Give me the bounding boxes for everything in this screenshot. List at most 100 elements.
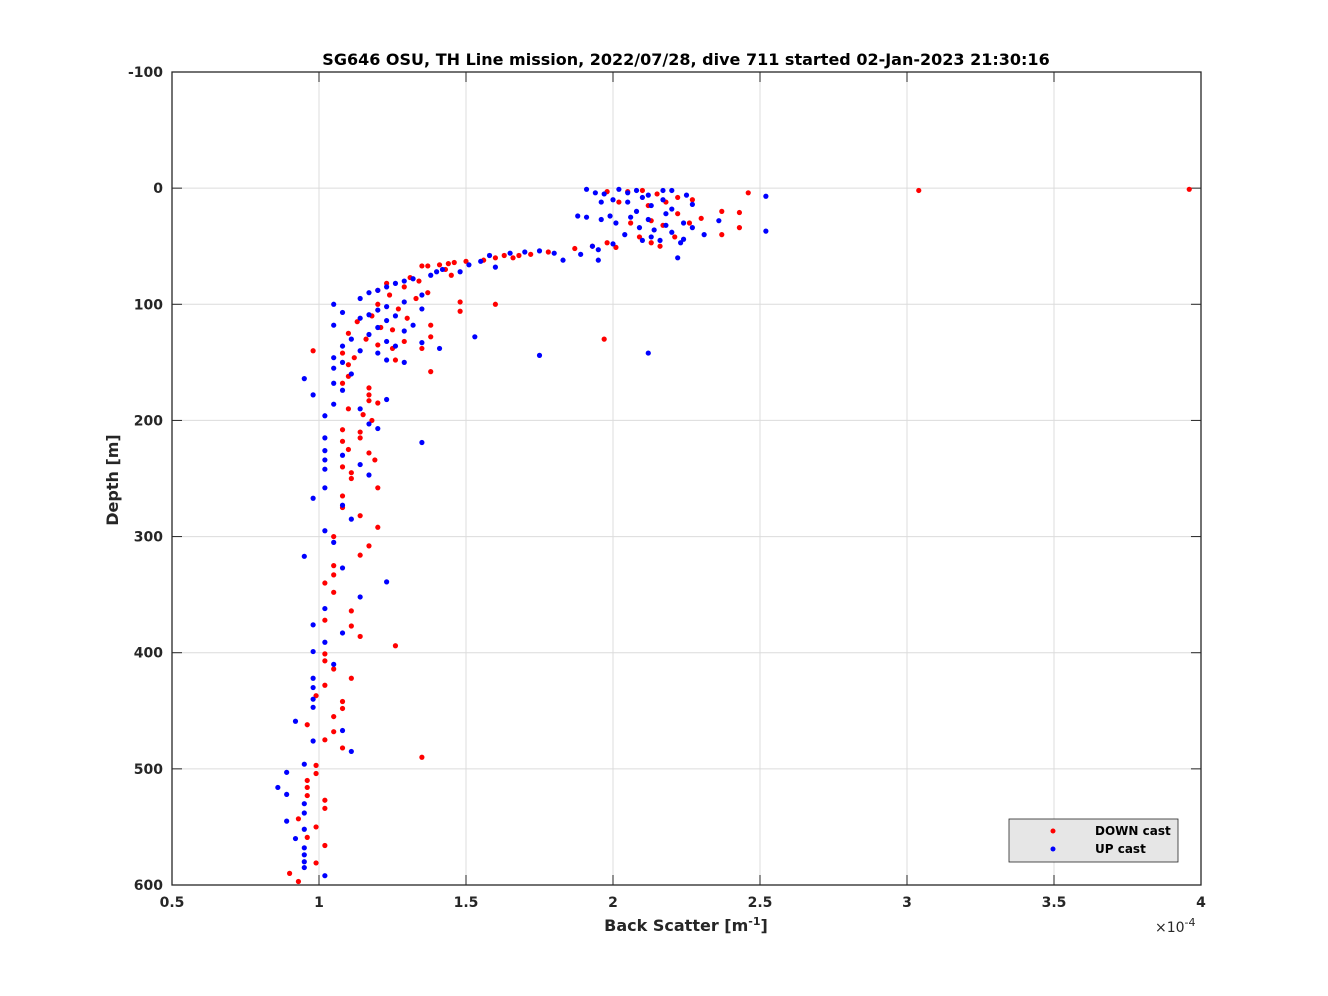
- data-point: [763, 193, 769, 199]
- data-point: [428, 369, 434, 375]
- data-point: [401, 328, 407, 334]
- data-point: [313, 770, 319, 777]
- y-tick-label: 200: [134, 413, 163, 429]
- data-point: [357, 348, 363, 354]
- data-point: [310, 675, 316, 681]
- data-point: [492, 301, 498, 307]
- x-tick-label: 1: [314, 895, 324, 911]
- data-point: [357, 295, 363, 302]
- data-point: [410, 322, 416, 328]
- data-point: [384, 284, 390, 290]
- data-point: [384, 304, 390, 310]
- data-point: [331, 322, 337, 328]
- data-point: [628, 220, 634, 226]
- data-point: [366, 450, 372, 456]
- data-point: [357, 429, 363, 435]
- data-point: [304, 784, 310, 791]
- data-point: [292, 718, 299, 724]
- data-point: [310, 495, 316, 501]
- data-point: [419, 292, 425, 298]
- data-point: [375, 485, 381, 491]
- data-point: [395, 306, 401, 312]
- data-point: [689, 225, 695, 231]
- data-point: [528, 251, 534, 257]
- y-tick-label: 0: [153, 181, 163, 197]
- data-point: [645, 350, 651, 356]
- data-point: [331, 301, 337, 307]
- data-point: [560, 257, 566, 263]
- data-point: [669, 206, 675, 212]
- data-point: [445, 261, 451, 267]
- data-point: [683, 192, 690, 198]
- data-point: [675, 194, 681, 201]
- data-point: [419, 340, 425, 346]
- data-point: [616, 199, 622, 205]
- data-point: [348, 623, 354, 629]
- data-point: [366, 543, 372, 549]
- data-point: [331, 401, 337, 407]
- data-point: [572, 245, 578, 252]
- x-tick-label: 0.5: [160, 895, 185, 911]
- data-point: [313, 762, 319, 768]
- data-point: [436, 345, 443, 352]
- data-point: [536, 352, 543, 358]
- data-point: [384, 317, 390, 324]
- data-point: [428, 272, 434, 278]
- data-point: [384, 579, 390, 585]
- data-point: [372, 457, 378, 463]
- data-point: [669, 229, 675, 235]
- data-point: [419, 754, 425, 760]
- data-point: [507, 250, 513, 256]
- data-point: [384, 338, 390, 345]
- data-point: [357, 633, 363, 640]
- data-point: [304, 777, 310, 784]
- data-point: [678, 240, 684, 246]
- data-point: [404, 315, 410, 321]
- data-point: [583, 214, 590, 220]
- data-point: [339, 630, 346, 636]
- data-point: [345, 330, 351, 336]
- legend-label-down-cast: DOWN cast: [1095, 824, 1171, 838]
- data-point: [601, 336, 607, 342]
- data-point: [301, 553, 307, 559]
- data-point: [339, 698, 346, 705]
- data-point: [413, 295, 419, 302]
- data-point: [284, 791, 290, 798]
- data-point: [322, 448, 328, 454]
- data-point: [339, 705, 346, 712]
- data-point: [607, 213, 613, 219]
- x-tick-label: 2: [608, 895, 618, 911]
- data-point: [348, 371, 354, 377]
- data-point: [322, 805, 328, 811]
- data-point: [466, 262, 472, 268]
- data-point: [434, 269, 440, 275]
- x-axis-multiplier: ×10-4: [1155, 916, 1196, 936]
- data-point: [322, 682, 328, 688]
- data-point: [436, 262, 443, 268]
- data-point: [492, 264, 498, 270]
- plot-frame: [171, 71, 1202, 886]
- data-point: [401, 359, 407, 365]
- data-point: [478, 258, 484, 264]
- data-point: [301, 859, 307, 865]
- data-point: [292, 835, 299, 842]
- data-point: [689, 201, 695, 208]
- data-point: [375, 524, 381, 530]
- data-point: [345, 406, 351, 412]
- data-point: [689, 197, 695, 203]
- data-point: [375, 324, 381, 331]
- data-point: [680, 236, 687, 242]
- series-up-cast: [275, 186, 769, 879]
- data-point: [354, 319, 360, 325]
- data-point: [363, 336, 369, 342]
- legend-label-up-cast: UP cast: [1095, 842, 1146, 856]
- data-point: [304, 792, 310, 799]
- data-point: [589, 243, 596, 249]
- data-point: [389, 327, 396, 333]
- data-point: [331, 729, 337, 735]
- data-point: [339, 427, 346, 433]
- data-point: [339, 745, 346, 751]
- x-tick-label: 1.5: [454, 895, 479, 911]
- data-point: [310, 648, 316, 655]
